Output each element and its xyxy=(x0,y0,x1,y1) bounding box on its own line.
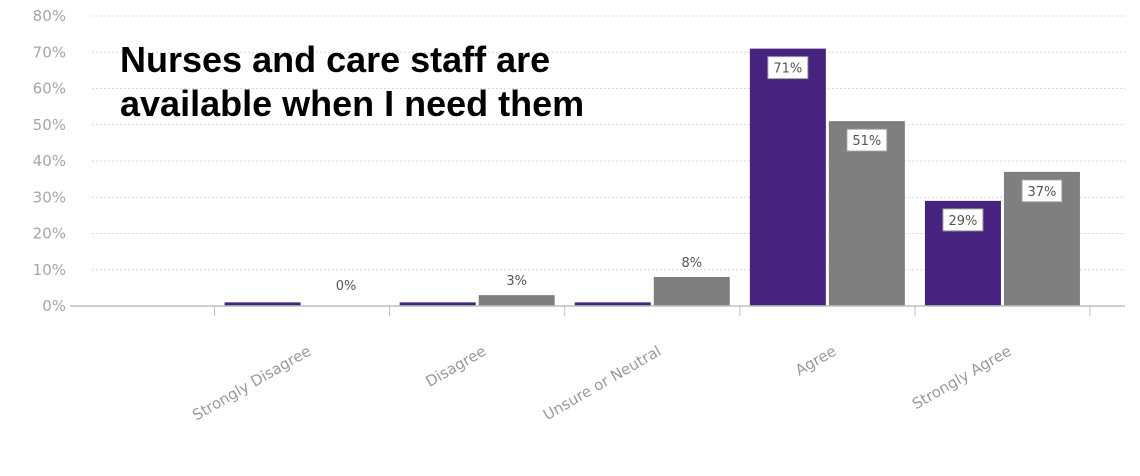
chart-title-line-2: available when I need them xyxy=(120,83,585,124)
bar-series1-2 xyxy=(574,302,651,306)
bar-series2-3 xyxy=(828,121,905,306)
data-label-group: 71% xyxy=(767,56,809,80)
data-label-group: 8% xyxy=(681,256,702,271)
bar-series1-0 xyxy=(224,302,301,306)
data-label-box xyxy=(767,56,809,80)
category-label: Agree xyxy=(792,342,839,380)
bars xyxy=(224,48,1080,306)
bar-series2-1 xyxy=(478,295,555,306)
data-label: 8% xyxy=(681,256,702,271)
category-label: Disagree xyxy=(423,342,490,391)
data-label: 51% xyxy=(852,134,881,149)
y-tick-label: 70% xyxy=(33,43,66,61)
data-labels: 0% 3% 8% 71% 51% 29% 37% xyxy=(336,56,1063,294)
data-label-group: 0% xyxy=(336,279,357,294)
category-label: Strongly Agree xyxy=(909,342,1014,413)
y-tick-label: 80% xyxy=(33,7,66,25)
y-tick-label: 40% xyxy=(33,152,66,170)
y-tick-label: 60% xyxy=(33,80,66,98)
data-label: 71% xyxy=(773,62,802,77)
bar-series2-2 xyxy=(653,277,730,306)
y-axis-ticks: 0% 10% 20% 30% 40% 50% 60% 70% 80% xyxy=(33,7,66,315)
y-tick-label: 20% xyxy=(33,225,66,243)
category-label: Unsure or Neutral xyxy=(540,342,664,424)
category-labels: Strongly Disagree Disagree Unsure or Neutr… xyxy=(189,342,1014,424)
bar-series1-3 xyxy=(749,48,826,306)
data-label: 37% xyxy=(1027,185,1056,200)
data-label-group: 29% xyxy=(942,208,984,232)
y-tick-label: 10% xyxy=(33,261,66,279)
x-axis xyxy=(70,305,1125,316)
bar-series1-1 xyxy=(399,302,476,306)
y-tick-label: 0% xyxy=(42,297,66,315)
category-label: Strongly Disagree xyxy=(189,342,314,424)
data-label-group: 37% xyxy=(1021,179,1063,203)
data-label-box xyxy=(1021,179,1063,203)
chart-title-line-1: Nurses and care staff are xyxy=(120,39,551,80)
gridlines xyxy=(92,15,1125,271)
data-label-group: 51% xyxy=(846,128,888,152)
y-tick-label: 50% xyxy=(33,116,66,134)
data-label: 0% xyxy=(336,279,357,294)
data-label: 29% xyxy=(948,214,977,229)
data-label-box xyxy=(942,208,984,232)
data-label-group: 3% xyxy=(506,274,527,289)
data-label: 3% xyxy=(506,274,527,289)
data-label-box xyxy=(846,128,888,152)
y-tick-label: 30% xyxy=(33,188,66,206)
